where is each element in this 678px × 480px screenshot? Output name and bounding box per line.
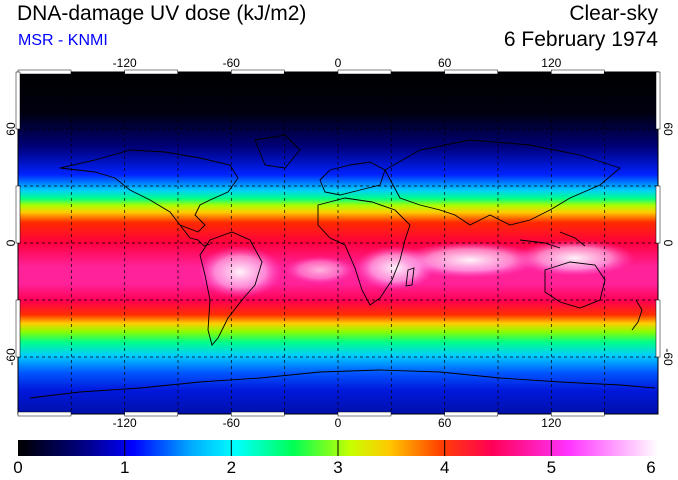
lat-label-right: 60	[661, 122, 675, 136]
colorbar-label: 6	[646, 458, 656, 477]
lon-label-bottom: -60	[222, 416, 240, 430]
colorbar-label: 2	[226, 458, 237, 477]
colorbar-label: 0	[13, 458, 23, 477]
lon-label-bottom: -120	[112, 416, 137, 430]
lon-label-bottom: 0	[334, 416, 342, 430]
lat-label-left: -60	[4, 348, 18, 366]
lon-label-bottom: 60	[438, 416, 452, 430]
lat-label-left: 0	[4, 239, 18, 247]
lon-label-top: -120	[112, 56, 137, 70]
lon-label-top: -60	[222, 56, 240, 70]
lon-label-bottom: 120	[541, 416, 562, 430]
sky-condition-label: Clear-sky	[569, 2, 658, 25]
colorbar-label: 5	[546, 458, 557, 477]
lon-label-top: 60	[438, 56, 452, 70]
lat-label-right: -60	[661, 348, 675, 366]
date-label: 6 February 1974	[503, 28, 658, 51]
colorbar-label: 1	[119, 458, 130, 477]
dose-field	[18, 72, 658, 414]
colorbar-label: 4	[439, 458, 450, 477]
map-title: DNA-damage UV dose (kJ/m2)	[17, 2, 307, 25]
coastlines	[29, 134, 656, 399]
graticule	[18, 72, 658, 414]
lon-label-top: 120	[541, 56, 562, 70]
lat-label-left: 60	[4, 122, 18, 136]
frame-ticks	[15, 69, 661, 417]
colorbar-label: 3	[333, 458, 343, 477]
source-label: MSR - KNMI	[18, 32, 108, 49]
lat-label-right: 0	[661, 239, 675, 247]
lon-label-top: 0	[334, 56, 342, 70]
colorbar-ticks	[124, 440, 552, 456]
